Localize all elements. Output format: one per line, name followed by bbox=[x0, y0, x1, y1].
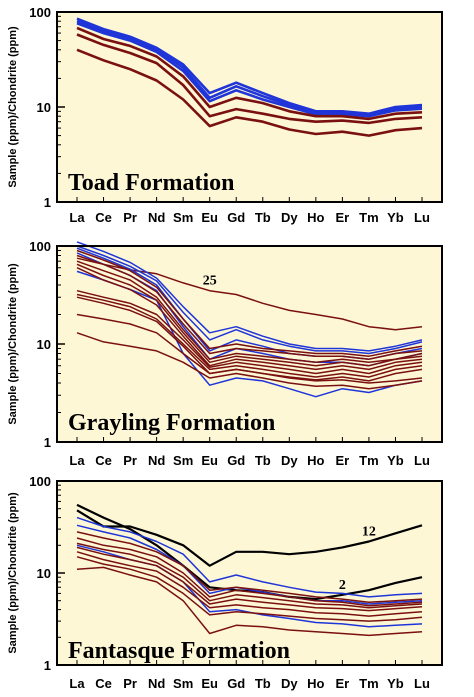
x-tick-label: Tm bbox=[359, 210, 379, 225]
x-tick-label: Tm bbox=[359, 676, 379, 691]
y-tick-label: 10 bbox=[37, 100, 51, 115]
series-line-8 bbox=[76, 254, 423, 360]
y-tick-label: 10 bbox=[37, 337, 51, 352]
series-line-3 bbox=[76, 245, 423, 355]
sample-annotation: 2 bbox=[339, 578, 346, 593]
x-tick-label: Pr bbox=[123, 676, 137, 691]
x-tick-label: Nd bbox=[148, 210, 165, 225]
x-tick-label: Tb bbox=[255, 210, 271, 225]
series-line-16 bbox=[76, 332, 423, 390]
plot-frame bbox=[56, 480, 443, 666]
x-tick-label: Gd bbox=[227, 210, 245, 225]
x-tick-label: Ho bbox=[307, 210, 324, 225]
series-line-6 bbox=[76, 48, 423, 137]
x-tick-label: Eu bbox=[201, 453, 218, 468]
series-line-10 bbox=[76, 263, 423, 367]
x-tick-label: Er bbox=[336, 210, 350, 225]
x-tick-label: Yb bbox=[387, 676, 404, 691]
x-tick-label: Pr bbox=[123, 210, 137, 225]
sample-annotation: 12 bbox=[362, 524, 376, 539]
x-tick-label: Tb bbox=[255, 676, 271, 691]
series-line-1 bbox=[76, 257, 423, 331]
x-tick-label: Lu bbox=[414, 453, 430, 468]
series-line-12 bbox=[76, 566, 423, 637]
series-line-2 bbox=[76, 241, 423, 352]
y-axis-label: Sample (ppm)/Chondrite (ppm) bbox=[7, 26, 19, 188]
x-tick-label: Er bbox=[336, 676, 350, 691]
x-tick-label: Eu bbox=[201, 210, 218, 225]
x-tick-label: Nd bbox=[148, 676, 165, 691]
x-tick-label: Tb bbox=[255, 453, 271, 468]
series-line-4 bbox=[76, 26, 423, 121]
series-line-15 bbox=[76, 313, 423, 384]
x-tick-label: Eu bbox=[201, 676, 218, 691]
series-line-9 bbox=[76, 260, 423, 364]
y-tick-label: 1 bbox=[44, 195, 51, 210]
x-tick-label: Sm bbox=[173, 210, 193, 225]
y-tick-label: 1 bbox=[44, 435, 51, 450]
panel-title: Fantasque Formation bbox=[68, 638, 290, 664]
x-tick-label: Dy bbox=[281, 676, 298, 691]
x-tick-label: Gd bbox=[227, 676, 245, 691]
x-tick-label: Ce bbox=[95, 210, 112, 225]
panel-title: Toad Formation bbox=[68, 170, 234, 196]
series-line-7 bbox=[76, 537, 423, 607]
x-tick-label: Sm bbox=[173, 676, 193, 691]
x-tick-label: Ho bbox=[307, 676, 324, 691]
x-tick-label: Dy bbox=[281, 210, 298, 225]
x-tick-label: Dy bbox=[281, 453, 298, 468]
y-tick-label: 100 bbox=[29, 5, 51, 20]
x-tick-label: Ho bbox=[307, 453, 324, 468]
y-tick-label: 10 bbox=[37, 566, 51, 581]
x-tick-label: Pr bbox=[123, 453, 137, 468]
x-tick-label: Er bbox=[336, 453, 350, 468]
y-tick-label: 100 bbox=[29, 474, 51, 489]
x-tick-label: Lu bbox=[414, 210, 430, 225]
chart-panel-2: 100 10 1 La Ce Pr Nd Sm Eu Gd Tb Dy Ho Er Tm Yb Lu Sample… bbox=[7, 239, 443, 468]
series-line-13 bbox=[76, 293, 423, 378]
x-tick-label: Yb bbox=[387, 210, 404, 225]
series-line-6 bbox=[76, 531, 423, 604]
x-tick-label: Tm bbox=[359, 453, 379, 468]
chart-panel-3: 100 10 1 La Ce Pr Nd Sm Eu Gd Tb Dy Ho Er Tm Yb Lu Sample… bbox=[7, 474, 443, 691]
x-tick-label: Ce bbox=[95, 453, 112, 468]
series-line-11 bbox=[76, 267, 423, 371]
y-tick-label: 100 bbox=[29, 239, 51, 254]
x-tick-label: La bbox=[69, 676, 85, 691]
y-tick-label: 1 bbox=[44, 658, 51, 673]
x-tick-label: La bbox=[69, 210, 85, 225]
series-line-5 bbox=[76, 33, 423, 125]
series-line-4 bbox=[76, 524, 423, 605]
x-tick-label: Lu bbox=[414, 676, 430, 691]
series-line-3 bbox=[76, 516, 423, 598]
x-tick-label: Sm bbox=[173, 453, 193, 468]
x-tick-label: Gd bbox=[227, 453, 245, 468]
series-line-3 bbox=[76, 22, 423, 118]
series-line-12 bbox=[76, 289, 423, 375]
x-tick-label: Nd bbox=[148, 453, 165, 468]
series-line-10 bbox=[76, 551, 423, 617]
x-tick-label: Ce bbox=[95, 676, 112, 691]
panel-title: Grayling Formation bbox=[68, 410, 275, 436]
series-line-1 bbox=[76, 17, 423, 115]
series-line-11 bbox=[76, 556, 423, 622]
series-line-7 bbox=[76, 249, 423, 357]
plot-frame bbox=[56, 11, 443, 203]
plot-frame bbox=[56, 245, 443, 443]
x-tick-label: La bbox=[69, 453, 85, 468]
chart-panel-1: 100 10 1 La Ce Pr Nd Sm Eu Gd Tb Dy Ho Er Tm Yb Lu Sample… bbox=[7, 5, 443, 225]
x-tick-label: Yb bbox=[387, 453, 404, 468]
sample-annotation: 25 bbox=[203, 274, 217, 289]
y-axis-label: Sample (ppm)/Chondrite (ppm) bbox=[7, 263, 19, 425]
series-line-8 bbox=[76, 542, 423, 609]
y-axis-label: Sample (ppm)/Chondrite (ppm) bbox=[7, 492, 19, 654]
series-line-9 bbox=[76, 546, 423, 612]
series-line-1 bbox=[76, 509, 423, 567]
